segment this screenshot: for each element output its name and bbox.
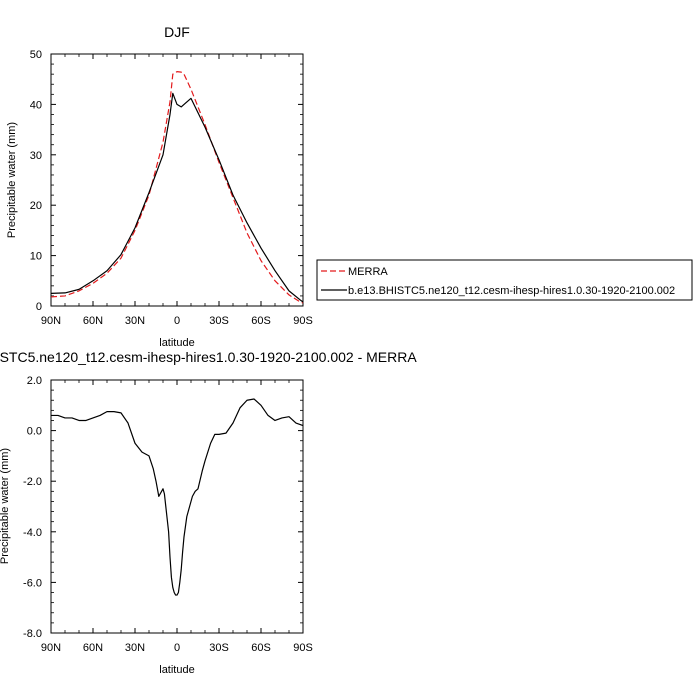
legend-label-model: b.e13.BHISTC5.ne120_t12.cesm-ihesp-hires… bbox=[348, 285, 675, 297]
bottom-series-lines bbox=[51, 398, 304, 596]
top-chart-title: DJF bbox=[164, 24, 190, 40]
legend-label-merra: MERRA bbox=[348, 266, 388, 278]
bottom-ticks: 90N 60N 30N 0 30S 60S 90S 2.0 0.0 -2.0 -4.0 -6.0 -8.… bbox=[23, 375, 313, 654]
bottom-y-axis-label: Precipitable water (mm) bbox=[0, 448, 11, 564]
bottom-x-tick-label: 90N bbox=[41, 642, 61, 654]
top-ticks: 90N 60N 30N 0 30S 60S 90S 0 10 20 30 40 50 bbox=[30, 49, 313, 327]
top-panel: DJF 90N 60N 30N 0 30S 60S 90S 0 10 20 30 40 50 latit… bbox=[6, 24, 313, 349]
bottom-y-tick-label: 0.0 bbox=[27, 426, 42, 438]
top-y-axis-label: Precipitable water (mm) bbox=[6, 122, 18, 238]
top-x-tick-label: 60N bbox=[83, 315, 103, 327]
bottom-x-tick-label: 60N bbox=[83, 642, 103, 654]
bottom-y-tick-label: 2.0 bbox=[27, 375, 42, 387]
top-plot-frame bbox=[50, 53, 304, 307]
top-x-tick-label: 30N bbox=[125, 315, 145, 327]
legend: MERRA b.e13.BHISTC5.ne120_t12.cesm-ihesp… bbox=[316, 259, 693, 301]
bottom-y-tick-label: -4.0 bbox=[23, 527, 42, 539]
bottom-chart-title: b.e13.BHISTC5.ne120_t12.cesm-ihesp-hires… bbox=[0, 349, 417, 365]
bottom-y-tick-label: -2.0 bbox=[23, 476, 42, 488]
bottom-x-tick-label: 30N bbox=[125, 642, 145, 654]
bottom-series-line-0 bbox=[51, 398, 304, 596]
bottom-panel: b.e13.BHISTC5.ne120_t12.cesm-ihesp-hires… bbox=[0, 349, 417, 676]
top-y-tick-label: 30 bbox=[30, 150, 42, 162]
top-x-tick-label: 30S bbox=[209, 315, 229, 327]
top-y-tick-label: 20 bbox=[30, 200, 42, 212]
top-x-tick-label: 90N bbox=[41, 315, 61, 327]
bottom-x-tick-label: 90S bbox=[293, 642, 313, 654]
top-x-tick-label: 90S bbox=[293, 315, 313, 327]
top-y-tick-label: 10 bbox=[30, 251, 42, 263]
top-y-tick-label: 50 bbox=[30, 49, 42, 61]
top-x-tick-label: 0 bbox=[174, 315, 180, 327]
top-y-tick-label: 0 bbox=[36, 301, 42, 313]
bottom-y-tick-label: -8.0 bbox=[23, 628, 42, 640]
legend-box bbox=[316, 259, 693, 301]
bottom-x-tick-label: 0 bbox=[174, 642, 180, 654]
top-series-line-0 bbox=[50, 71, 304, 304]
bottom-x-tick-label: 60S bbox=[251, 642, 271, 654]
bottom-y-tick-label: -6.0 bbox=[23, 577, 42, 589]
bottom-x-axis-label: latitude bbox=[159, 664, 194, 676]
top-x-tick-label: 60S bbox=[251, 315, 271, 327]
top-series-lines bbox=[50, 71, 304, 304]
top-series-line-1 bbox=[50, 92, 304, 303]
top-x-axis-label: latitude bbox=[159, 337, 194, 349]
bottom-x-tick-label: 30S bbox=[209, 642, 229, 654]
top-y-tick-label: 40 bbox=[30, 99, 42, 111]
